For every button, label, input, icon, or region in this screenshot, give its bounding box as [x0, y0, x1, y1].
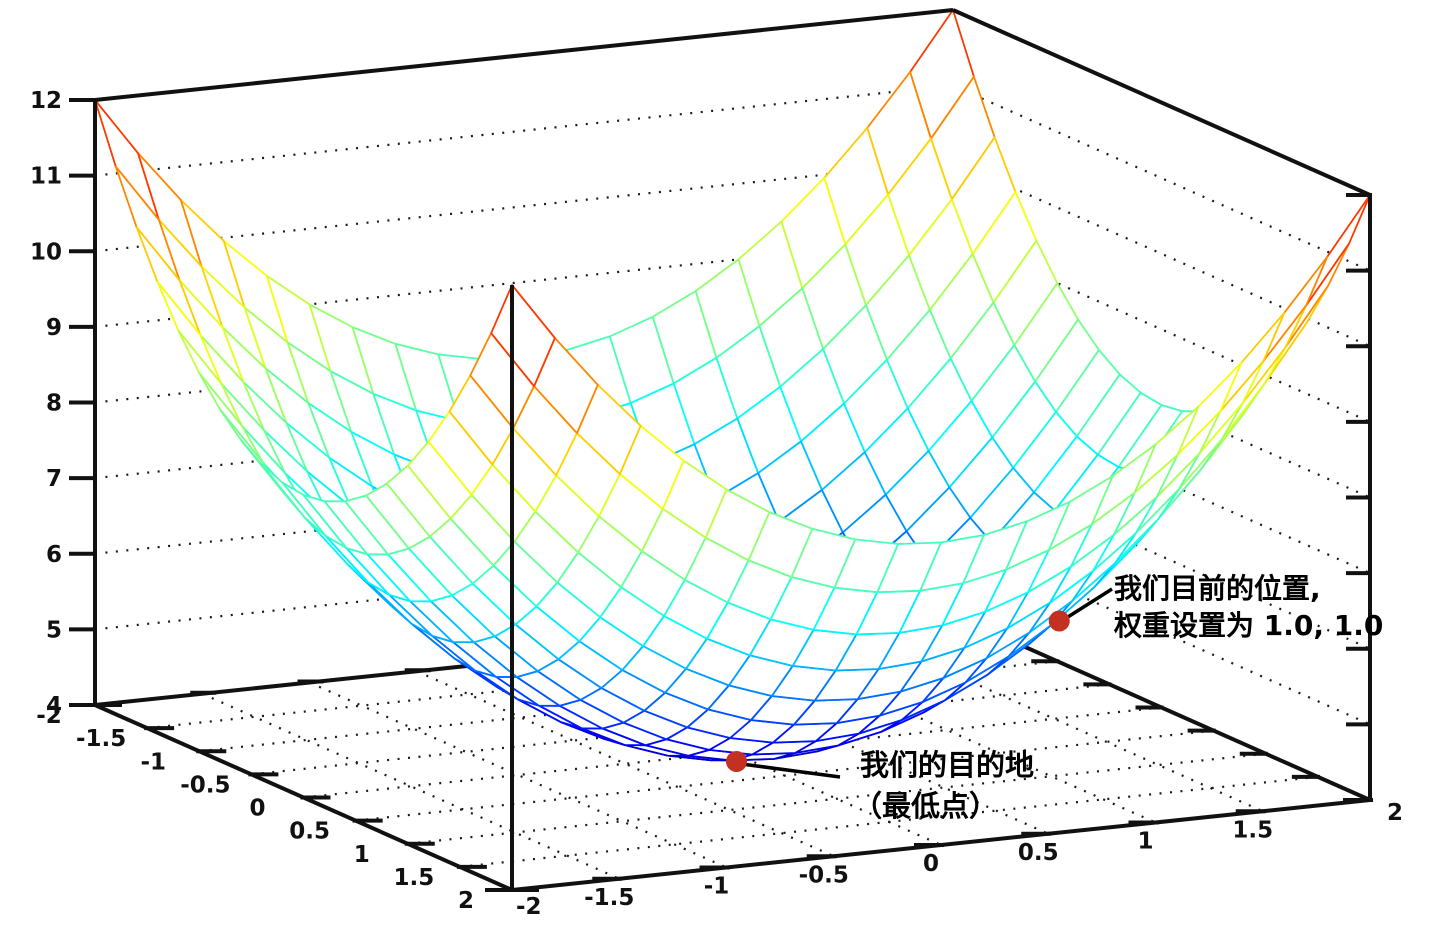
y-tick-label: 1.5: [1232, 817, 1273, 843]
floor-gridline: [459, 775, 1318, 868]
y-tick-label: -1: [704, 874, 730, 900]
annotation-current-line1: 我们目前的位置,: [1114, 572, 1321, 605]
z-tick-label: 4: [46, 693, 62, 719]
point-annotations: [726, 587, 1113, 779]
z-tick-label: 11: [30, 164, 62, 190]
box-edge-top-right: [952, 8, 1371, 197]
y-tick-label: -2: [516, 894, 542, 920]
mesh-cell: [1305, 194, 1371, 307]
leader-line-current: [1065, 587, 1113, 620]
z-tick-label: 5: [46, 617, 62, 643]
y-tick-label: 0.5: [1018, 840, 1059, 866]
z-tick-label: 12: [30, 88, 62, 114]
annotation-destination-line2: （最低点）: [853, 789, 999, 823]
y-tick-label: 0: [923, 851, 939, 877]
x-tick-label: -1.5: [76, 726, 126, 752]
floor-gridline: [407, 752, 1266, 845]
y-tick-label: 2: [1387, 800, 1403, 826]
z-tick-label: 9: [46, 315, 62, 341]
x-tick-label: 1: [354, 842, 370, 868]
floor-gridline: [355, 729, 1214, 822]
annotation-destination-line1: 我们的目的地: [860, 748, 1035, 782]
x-tick-label: -2: [36, 703, 62, 729]
z-tick-label: 10: [30, 239, 62, 265]
surface-mesh: [94, 9, 1371, 762]
annotation-current-line2: 权重设置为 1.0, 1.0: [1114, 608, 1384, 642]
wall-gridline: [94, 235, 954, 328]
wall-gridline: [94, 160, 954, 253]
marker-current-position: [1048, 610, 1070, 632]
annotation-current-position: 我们目前的位置, 权重设置为 1.0, 1.0: [1114, 571, 1383, 645]
x-tick-label: -0.5: [180, 772, 230, 798]
leader-line-destination: [745, 762, 841, 779]
z-tick-label: 7: [46, 466, 62, 492]
mesh-cell: [1262, 256, 1328, 362]
x-tick-label: 0.5: [289, 819, 330, 845]
z-tick-label: 6: [46, 542, 62, 568]
x-tick-label: 0: [249, 796, 265, 822]
y-tick-label: -1.5: [584, 885, 634, 911]
mesh-cell: [1284, 242, 1351, 349]
mesh-cell: [490, 284, 556, 388]
box-edge-top-left: [94, 8, 954, 102]
y-tick-label: 1: [1137, 829, 1153, 855]
mesh-cell: [94, 99, 160, 221]
x-tick-label: -1: [140, 749, 166, 775]
wall-gridline: [94, 84, 954, 177]
x-tick-label: 2: [458, 888, 474, 914]
floor-gridline: [201, 692, 620, 880]
z-tick-label: 8: [46, 391, 62, 417]
x-tick-label: 1.5: [394, 865, 435, 891]
y-tick-label: -0.5: [799, 862, 849, 888]
marker-destination: [726, 751, 747, 772]
